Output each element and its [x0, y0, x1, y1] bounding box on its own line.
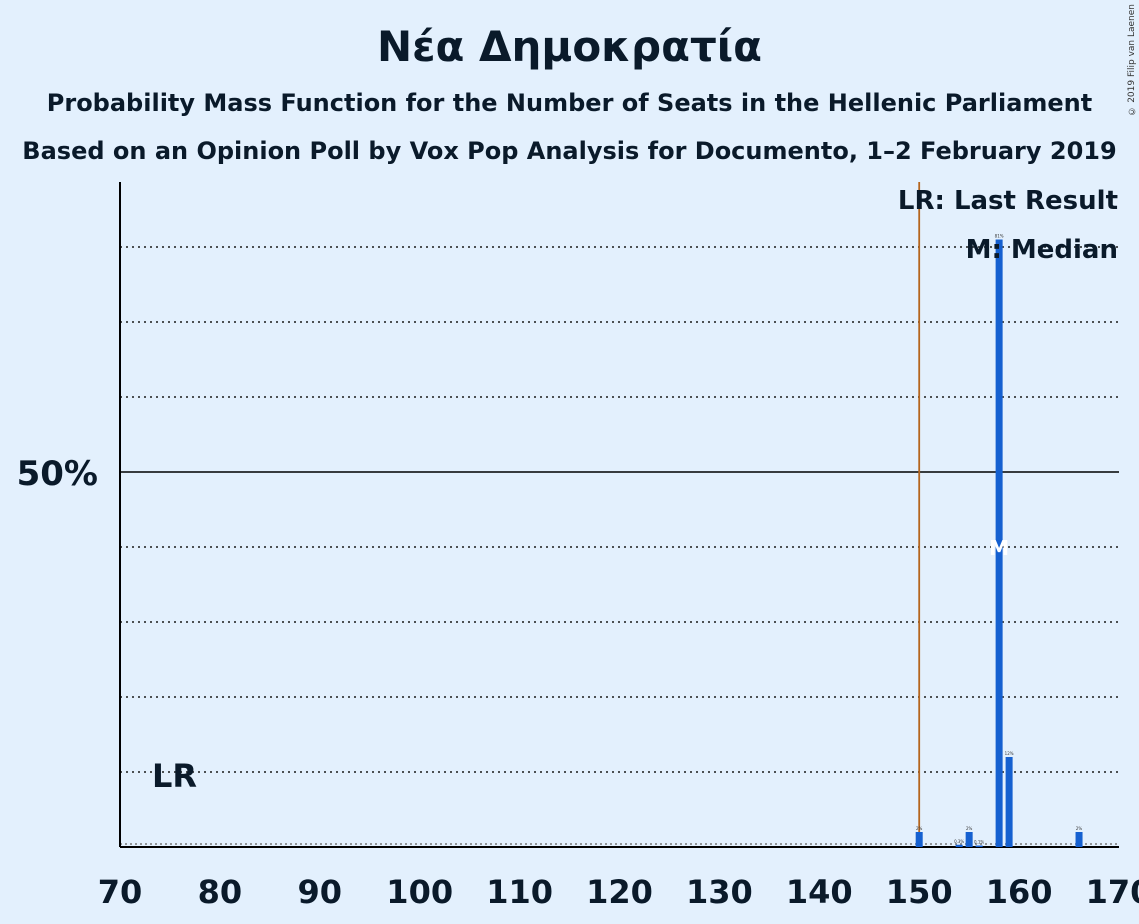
bar — [975, 845, 983, 847]
x-tick-label: 70 — [98, 873, 143, 911]
median-marker: M — [989, 536, 1009, 560]
x-tick-label: 110 — [486, 873, 553, 911]
bar-data-label: 12% — [1005, 751, 1014, 756]
x-tick-label: 160 — [986, 873, 1053, 911]
bar — [915, 832, 923, 847]
bar — [965, 832, 973, 847]
x-tick-label: 130 — [686, 873, 753, 911]
bar-data-label: 81% — [995, 234, 1004, 239]
bar-data-label: 2% — [916, 826, 923, 831]
bar-data-label: 2% — [1076, 826, 1083, 831]
x-tick-label: 80 — [198, 873, 243, 911]
x-tick-label: 140 — [786, 873, 853, 911]
bar — [995, 239, 1003, 847]
chart-title: Νέα Δημοκρατία — [377, 22, 762, 71]
bar-data-label: 0.1% — [974, 840, 984, 845]
bar — [1075, 832, 1083, 847]
x-tick-label: 90 — [298, 873, 343, 911]
x-tick-label: 170 — [1086, 873, 1139, 911]
chart-subtitle: Probability Mass Function for the Number… — [46, 89, 1093, 117]
bar — [1005, 757, 1013, 847]
last-result-marker: LR — [152, 757, 197, 795]
legend-last-result: LR: Last Result — [898, 186, 1118, 216]
legend-median: M: Median — [966, 235, 1118, 265]
bar — [955, 844, 963, 847]
y-tick-label: 50% — [17, 454, 98, 494]
bar-data-label: 2% — [966, 826, 973, 831]
x-tick-label: 120 — [586, 873, 653, 911]
x-tick-label: 100 — [386, 873, 453, 911]
bar-data-label: 0.3% — [954, 839, 964, 844]
x-tick-label: 150 — [886, 873, 953, 911]
chart-source: Based on an Opinion Poll by Vox Pop Anal… — [22, 137, 1117, 165]
